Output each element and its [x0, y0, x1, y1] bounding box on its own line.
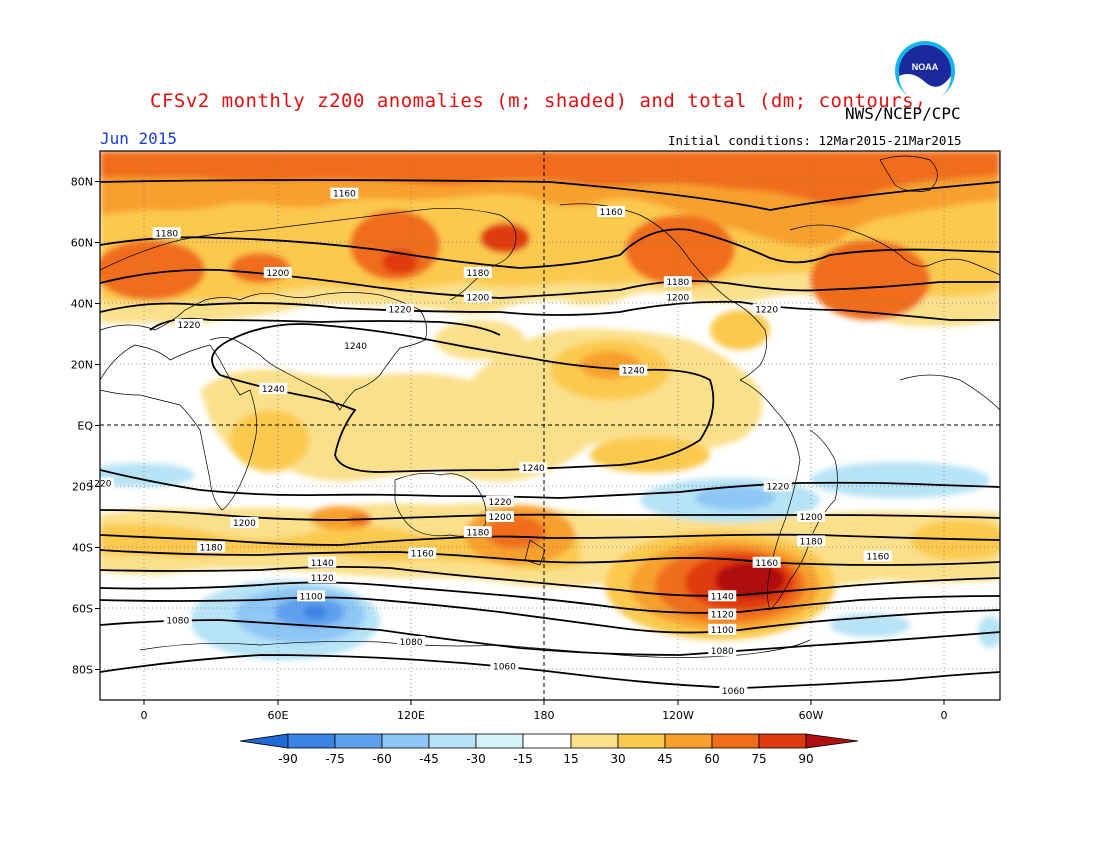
lat-tick-label: 80N: [71, 176, 93, 189]
colorbar-label: -15: [513, 752, 533, 766]
colorbar-swatch: [476, 734, 523, 748]
contour-label: 1240: [522, 464, 545, 474]
contour-label: 1220: [766, 483, 789, 493]
lat-tick-label: 60N: [71, 237, 93, 250]
contour-label: 1200: [266, 269, 289, 279]
contour-label: 1180: [155, 229, 178, 239]
contour-label: 1220: [389, 306, 412, 316]
colorbar-label: 75: [751, 752, 766, 766]
colorbar-label: 45: [657, 752, 672, 766]
colorbar-label: -60: [372, 752, 392, 766]
lon-tick-label: 120E: [397, 709, 425, 722]
contour-label: 1200: [800, 513, 823, 523]
lat-tick-label: 60S: [72, 603, 93, 616]
colorbar-label: 15: [563, 752, 578, 766]
contour-label: 1080: [711, 647, 734, 657]
contour-label: 1060: [493, 662, 516, 672]
contour-label: 1140: [311, 559, 334, 569]
colorbar-swatch: [523, 734, 571, 748]
contour-label: 1240: [262, 385, 285, 395]
contour-label: 1180: [466, 528, 489, 538]
lat-tick-label: 20N: [71, 359, 93, 372]
contour-label: 1140: [711, 592, 734, 602]
lon-tick-label: 120W: [662, 709, 694, 722]
lon-tick-label: 0: [941, 709, 948, 722]
colorbar-swatch: [571, 734, 618, 748]
colorbar-swatch: [618, 734, 665, 748]
lat-tick-label: 40N: [71, 298, 93, 311]
colorbar-swatch: [335, 734, 382, 748]
contour-label: 1160: [600, 208, 623, 218]
contour-label: 1120: [311, 574, 334, 584]
colorbar-label: -30: [466, 752, 486, 766]
lat-tick-label: EQ: [77, 420, 93, 433]
latitude-axis: 80N 60N 40N 20N EQ 20S 40S 60S 80S: [71, 176, 100, 677]
colorbar-label: -75: [325, 752, 345, 766]
contour-label: 1080: [166, 617, 189, 627]
contour-label: 1160: [411, 550, 434, 560]
z200-anomaly-map: 1160116011801200118012001180120012201220…: [0, 0, 1100, 850]
contour-label: 1180: [666, 278, 689, 288]
contour-label: 1080: [400, 638, 423, 648]
lat-tick-label: 80S: [72, 664, 93, 677]
colorbar-label: 30: [610, 752, 625, 766]
contour-label: 1220: [755, 306, 778, 316]
colorbar-swatch: [429, 734, 476, 748]
colorbar-label: 90: [798, 752, 813, 766]
contour-label: 1180: [466, 269, 489, 279]
colorbar-swatch: [288, 734, 335, 748]
contour-label: 1200: [233, 519, 256, 529]
lon-tick-label: 60E: [268, 709, 289, 722]
colorbar-swatch: [240, 734, 288, 748]
contour-label: 1100: [300, 592, 323, 602]
contour-label: 1180: [800, 537, 823, 547]
lon-tick-label: 180: [534, 709, 555, 722]
colorbar-label: -45: [419, 752, 439, 766]
contour-label: 1220: [177, 321, 200, 331]
colorbar-label: -90: [278, 752, 298, 766]
contour-label: 1240: [344, 342, 367, 352]
contour-label: 1160: [755, 559, 778, 569]
lat-tick-label: 40S: [72, 542, 93, 555]
lat-tick-label: 20S: [72, 481, 93, 494]
lon-tick-label: 60W: [799, 709, 824, 722]
colorbar-label: 60: [704, 752, 719, 766]
contour-label: 1100: [711, 626, 734, 636]
colorbar-swatch: [382, 734, 429, 748]
contour-label: 1160: [333, 190, 356, 200]
contour-label: 1220: [489, 498, 512, 508]
lon-tick-label: 0: [141, 709, 148, 722]
longitude-axis: 0 60E 120E 180 120W 60W 0: [141, 700, 948, 722]
colorbar: -90 -75 -60 -45 -30 -15 15 30 45 60 75 90: [240, 734, 858, 766]
contour-label: 1200: [466, 293, 489, 303]
colorbar-swatch: [665, 734, 712, 748]
colorbar-swatch: [712, 734, 759, 748]
contour-label: 1160: [866, 553, 889, 563]
colorbar-swatch: [806, 734, 858, 748]
contour-label: 1240: [622, 367, 645, 377]
contour-label: 1180: [200, 544, 223, 554]
contour-label: 1060: [722, 687, 745, 697]
contour-label: 1200: [666, 293, 689, 303]
contour-label: 1120: [711, 611, 734, 621]
colorbar-swatch: [759, 734, 806, 748]
contour-label: 1200: [489, 513, 512, 523]
